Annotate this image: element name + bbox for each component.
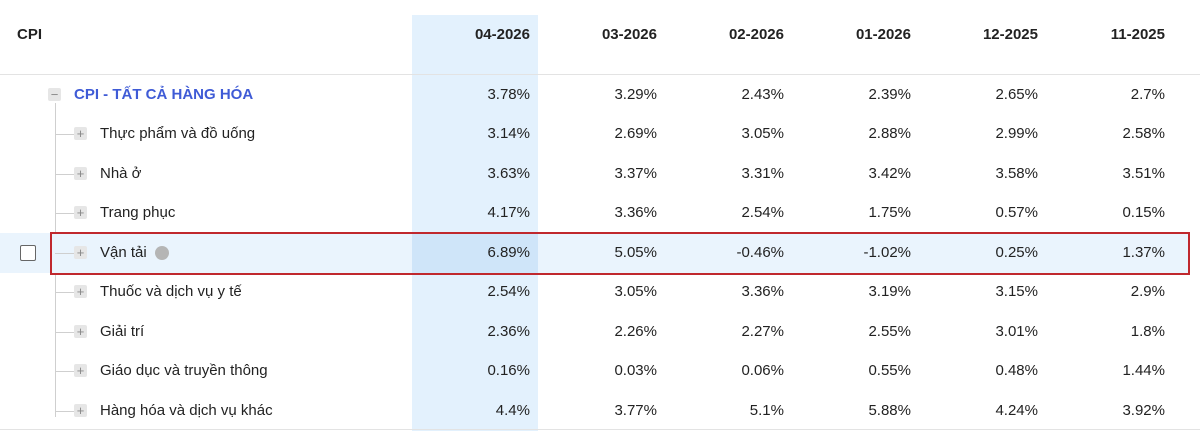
- cell-value: 1.75%: [868, 204, 911, 222]
- cell-value: 3.31%: [741, 164, 784, 182]
- cell-value: 3.14%: [487, 125, 530, 143]
- cell-value: 2.58%: [1122, 125, 1165, 143]
- cell-value: 5.05%: [614, 243, 657, 261]
- expand-button[interactable]: +: [74, 364, 87, 378]
- cell-value: 6.89%: [487, 243, 530, 261]
- column-header: 02-2026: [728, 26, 784, 43]
- cell-value: 0.06%: [741, 362, 784, 380]
- cell-value: 2.43%: [741, 85, 784, 103]
- cell-value: 3.42%: [868, 164, 911, 182]
- cell-value: 0.55%: [868, 362, 911, 380]
- row-label: Vận tải: [100, 243, 147, 261]
- row-label: Giải trí: [100, 322, 145, 340]
- cell-value: 3.01%: [995, 322, 1038, 340]
- tree-branch: [55, 134, 75, 136]
- tree-branch: [55, 173, 75, 175]
- cell-value: 2.39%: [868, 85, 911, 103]
- cell-value: 2.69%: [614, 125, 657, 143]
- highlight-column: [412, 15, 538, 431]
- expand-button[interactable]: +: [74, 245, 87, 259]
- cell-value: 1.44%: [1122, 362, 1165, 380]
- row-label: Thuốc và dịch vụ y tế: [100, 283, 242, 301]
- tree-branch: [55, 292, 75, 294]
- cell-value: 2.54%: [741, 204, 784, 222]
- expand-button[interactable]: +: [74, 127, 87, 141]
- expand-button[interactable]: +: [74, 403, 87, 417]
- cell-value: -1.02%: [863, 243, 911, 261]
- cell-value: 1.8%: [1130, 322, 1165, 340]
- cell-value: 3.63%: [487, 164, 530, 182]
- cell-value: 3.77%: [614, 401, 657, 419]
- cell-value: 5.88%: [868, 401, 911, 419]
- cell-value: 4.17%: [487, 204, 530, 222]
- cell-value: 2.65%: [995, 85, 1038, 103]
- row-label: Hàng hóa và dịch vụ khác: [100, 401, 273, 419]
- tree-branch: [55, 331, 75, 333]
- cell-value: 1.37%: [1122, 243, 1165, 261]
- cell-value: 2.27%: [741, 322, 784, 340]
- column-header: 04-2026: [474, 26, 530, 43]
- tree-branch: [55, 371, 75, 373]
- cell-value: 0.25%: [995, 243, 1038, 261]
- cell-value: 2.26%: [614, 322, 657, 340]
- cell-value: 2.9%: [1130, 283, 1165, 301]
- column-header: 01-2026: [855, 26, 911, 43]
- cell-value: 4.24%: [995, 401, 1038, 419]
- cell-value: 0.16%: [487, 362, 530, 380]
- cell-value: 3.05%: [614, 283, 657, 301]
- cell-value: 2.36%: [487, 322, 530, 340]
- cell-value: 3.92%: [1122, 401, 1165, 419]
- cell-value: 3.29%: [614, 85, 657, 103]
- expand-button[interactable]: +: [74, 324, 87, 338]
- row-checkbox[interactable]: [20, 244, 36, 261]
- row-label: Giáo dục và truyền thông: [100, 362, 268, 380]
- row-label: Thực phẩm và đồ uống: [100, 125, 256, 143]
- cell-value: 0.48%: [995, 362, 1038, 380]
- expand-button[interactable]: +: [74, 206, 87, 220]
- info-icon: [155, 245, 169, 260]
- header-divider: [0, 74, 1200, 75]
- cell-value: 3.36%: [741, 283, 784, 301]
- cell-value: 2.54%: [487, 283, 530, 301]
- cell-value: 3.37%: [614, 164, 657, 182]
- selected-row-bg: [0, 233, 1190, 273]
- cell-value: 3.78%: [487, 85, 530, 103]
- row-label: CPI - TẤT CẢ HÀNG HÓA: [74, 85, 254, 103]
- cell-value: 2.88%: [868, 125, 911, 143]
- column-header: 03-2026: [601, 26, 657, 43]
- collapse-button[interactable]: −: [48, 87, 61, 101]
- tree-branch: [55, 252, 75, 254]
- tree-branch: [55, 410, 75, 412]
- selection-border: [50, 232, 1190, 275]
- cell-value: 0.15%: [1122, 204, 1165, 222]
- cell-value: 0.57%: [995, 204, 1038, 222]
- cell-value: 2.99%: [995, 125, 1038, 143]
- cell-value: 2.55%: [868, 322, 911, 340]
- cell-value: 0.03%: [614, 362, 657, 380]
- cell-value: 5.1%: [749, 401, 784, 419]
- cell-value: 3.19%: [868, 283, 911, 301]
- expand-button[interactable]: +: [74, 166, 87, 180]
- tree-branch: [55, 213, 75, 215]
- row-label: Trang phục: [100, 204, 176, 222]
- row-label: Nhà ở: [100, 164, 142, 182]
- cell-value: 3.15%: [995, 283, 1038, 301]
- selected-cell-bg: [412, 233, 538, 273]
- cell-value: 3.58%: [995, 164, 1038, 182]
- header-label: CPI: [17, 26, 43, 43]
- cell-value: -0.46%: [736, 243, 784, 261]
- cell-value: 3.05%: [741, 125, 784, 143]
- cell-value: 2.7%: [1130, 85, 1165, 103]
- expand-button[interactable]: +: [74, 285, 87, 299]
- cell-value: 3.51%: [1122, 164, 1165, 182]
- column-header: 11-2025: [1110, 26, 1165, 43]
- cell-value: 4.4%: [495, 401, 530, 419]
- cell-value: 3.36%: [614, 204, 657, 222]
- bottom-divider: [0, 429, 1200, 430]
- column-header: 12-2025: [982, 26, 1038, 43]
